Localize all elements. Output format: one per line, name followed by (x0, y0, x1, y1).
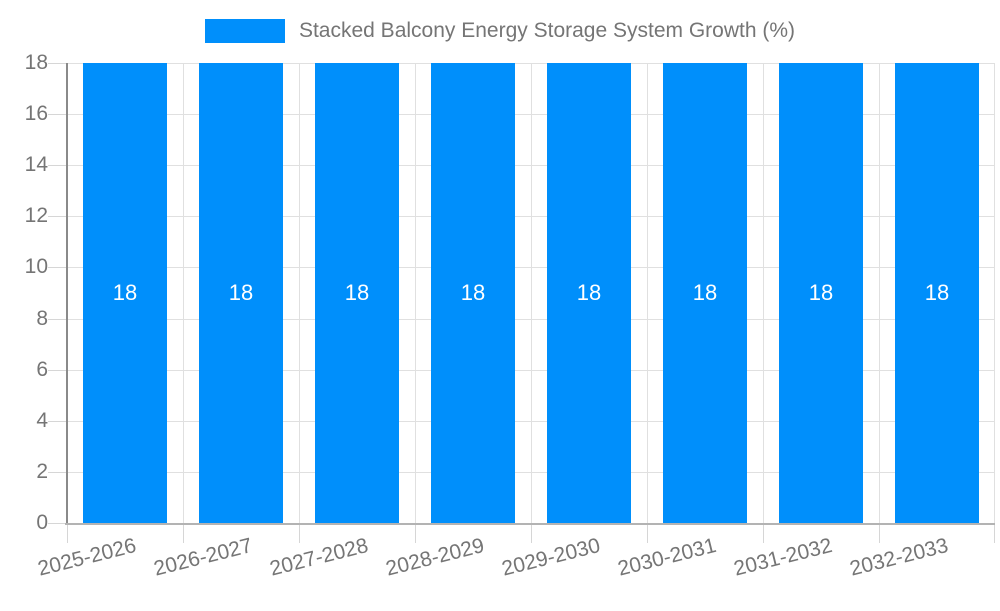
bar-value-label: 18 (344, 280, 370, 305)
x-tick-mark (994, 523, 995, 543)
x-gridline (415, 63, 416, 523)
x-tick-mark (67, 523, 68, 543)
bar-value-label: 18 (460, 280, 486, 305)
bar-value-label: 18 (924, 280, 950, 305)
x-tick-mark (299, 523, 300, 543)
bar-value-label: 18 (228, 280, 254, 305)
y-tick-mark (48, 523, 67, 524)
y-axis-tick-label: 12 (24, 204, 48, 228)
bar[interactable]: 18 (662, 63, 748, 523)
x-tick-mark (531, 523, 532, 543)
y-tick-mark (48, 165, 67, 167)
bar-value-label: 18 (576, 280, 602, 305)
y-axis-tick-label: 18 (24, 51, 48, 74)
x-tick-mark (647, 523, 648, 543)
y-axis-tick-label: 2 (36, 459, 48, 483)
y-axis-tick-label: 0 (36, 511, 48, 534)
bar[interactable]: 18 (314, 63, 400, 523)
y-axis-line (66, 63, 68, 523)
y-axis-tick-label: 14 (24, 153, 48, 177)
y-axis-tick-label: 10 (24, 255, 48, 279)
y-axis-tick-label: 4 (36, 408, 48, 432)
y-axis-tick-label: 6 (36, 357, 48, 381)
x-gridline (299, 63, 300, 523)
y-tick-mark (48, 369, 67, 371)
y-tick-mark (48, 267, 67, 269)
y-tick-mark (48, 318, 67, 320)
legend-label: Stacked Balcony Energy Storage System Gr… (298, 19, 796, 42)
legend-swatch (204, 19, 285, 43)
x-tick-mark (879, 523, 880, 543)
x-gridline (994, 63, 995, 523)
y-axis-tick-label: 8 (36, 306, 48, 330)
x-gridline (879, 63, 880, 523)
y-tick-mark (48, 216, 67, 218)
x-tick-mark (415, 523, 416, 543)
x-gridline (183, 63, 184, 523)
legend[interactable]: Stacked Balcony Energy Storage System Gr… (0, 19, 1000, 43)
y-tick-mark (48, 471, 67, 473)
bar[interactable]: 18 (198, 63, 284, 523)
y-tick-mark (48, 63, 67, 64)
bar-value-label: 18 (808, 280, 834, 305)
y-tick-mark (48, 114, 67, 116)
bar-value-label: 18 (112, 280, 138, 305)
bar[interactable]: 18 (82, 63, 168, 523)
bar[interactable]: 18 (778, 63, 864, 523)
bar[interactable]: 18 (894, 63, 980, 523)
bar[interactable]: 18 (546, 63, 632, 523)
x-axis-line (65, 523, 995, 525)
x-gridline (531, 63, 532, 523)
x-tick-mark (763, 523, 764, 543)
x-gridline (647, 63, 648, 523)
y-axis-tick-label: 16 (24, 102, 48, 126)
plot-area: 18 18 18 18 18 18 18 18 (48, 63, 995, 543)
bar-value-label: 18 (692, 280, 718, 305)
x-tick-mark (183, 523, 184, 543)
y-tick-mark (48, 420, 67, 422)
x-gridline (763, 63, 764, 523)
bar[interactable]: 18 (430, 63, 516, 523)
